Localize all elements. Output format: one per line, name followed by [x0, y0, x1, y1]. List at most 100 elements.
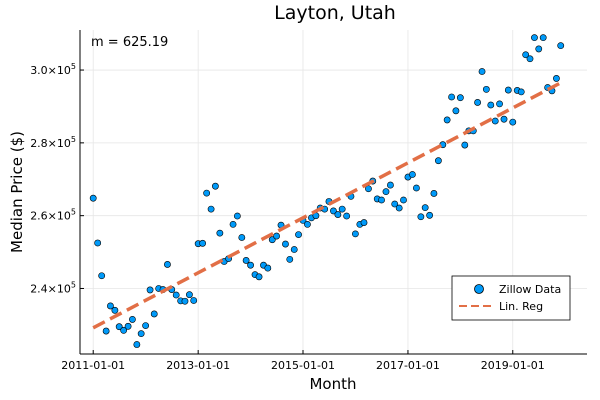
- data-point: [98, 272, 106, 280]
- data-point: [290, 246, 298, 253]
- axes: [79, 30, 587, 355]
- data-point: [478, 68, 486, 75]
- data-point: [482, 85, 490, 93]
- slope-annotation: m = 625.19: [91, 35, 168, 50]
- y-tick-label: 3.0×105: [30, 62, 76, 77]
- data-point: [255, 273, 263, 281]
- data-point: [233, 212, 241, 220]
- data-point: [212, 182, 219, 190]
- data-point: [334, 211, 342, 218]
- ticks: 2011-01-01 2013-01-01 2015-01-01 2017-01-01…: [30, 62, 545, 372]
- data-point: [474, 99, 481, 106]
- data-point: [164, 261, 171, 268]
- legend-marker-scatter: [474, 284, 484, 294]
- data-point: [452, 107, 460, 115]
- data-point: [382, 188, 390, 196]
- data-point: [400, 196, 407, 204]
- data-point: [409, 171, 416, 178]
- x-tick-label: 2019-01-01: [481, 359, 545, 372]
- legend: Zillow Data Lin. Reg: [451, 275, 571, 321]
- x-axis-label: Month: [309, 375, 356, 393]
- data-point: [351, 230, 359, 238]
- data-point: [461, 141, 469, 149]
- data-point: [417, 213, 425, 221]
- data-point: [172, 291, 180, 299]
- data-point: [268, 236, 276, 244]
- x-tick-label: 2015-01-01: [271, 359, 335, 372]
- data-point: [273, 232, 280, 240]
- data-point: [504, 86, 512, 94]
- data-point: [238, 234, 246, 241]
- data-point: [531, 34, 538, 42]
- legend-label: Zillow Data: [499, 283, 561, 296]
- data-point: [203, 189, 211, 197]
- x-tick-label: 2013-01-01: [166, 359, 230, 372]
- data-point: [522, 51, 530, 59]
- data-point: [378, 196, 385, 204]
- data-point: [133, 341, 141, 348]
- y-tick-label: 2.6×105: [30, 208, 76, 223]
- data-point: [343, 212, 351, 220]
- data-point: [186, 291, 193, 299]
- y-tick-label: 2.4×105: [30, 280, 76, 295]
- data-point: [434, 157, 442, 165]
- data-point: [111, 306, 119, 314]
- legend-label: Lin. Reg: [499, 300, 543, 313]
- data-point: [539, 34, 547, 42]
- data-point: [304, 220, 311, 228]
- data-point: [360, 219, 368, 226]
- data-point: [282, 240, 289, 248]
- legend-box: [451, 275, 571, 321]
- data-point: [448, 93, 455, 101]
- data-point: [150, 310, 158, 318]
- data-point: [387, 181, 394, 189]
- data-point: [553, 75, 560, 82]
- data-point: [491, 117, 499, 125]
- data-point: [535, 45, 543, 53]
- data-point: [413, 184, 420, 192]
- regression-line: [92, 81, 562, 330]
- data-point: [146, 286, 154, 294]
- x-tick-label: 2011-01-01: [61, 359, 125, 372]
- data-point: [391, 200, 399, 208]
- data-point: [557, 42, 565, 50]
- data-point: [509, 118, 517, 126]
- data-point: [137, 330, 145, 338]
- data-point: [242, 257, 250, 264]
- data-point: [421, 204, 429, 212]
- data-point: [247, 261, 254, 269]
- chart-title: Layton, Utah: [274, 2, 396, 24]
- x-tick-label: 2017-01-01: [376, 359, 440, 372]
- data-point: [426, 211, 434, 219]
- data-point: [207, 205, 215, 213]
- data-point: [430, 190, 438, 197]
- data-point: [330, 207, 337, 215]
- y-axis-label: Median Price ($): [8, 131, 26, 253]
- data-point: [286, 255, 294, 263]
- data-point: [190, 297, 198, 304]
- data-point: [295, 231, 302, 238]
- data-point: [500, 115, 508, 123]
- data-point: [181, 297, 189, 305]
- data-point: [395, 204, 403, 212]
- data-point: [107, 302, 114, 310]
- data-point: [216, 229, 224, 237]
- data-point: [496, 100, 503, 108]
- data-point: [120, 326, 128, 334]
- data-point: [517, 88, 525, 96]
- data-point: [338, 205, 346, 213]
- series: [89, 34, 565, 348]
- data-point: [526, 55, 534, 63]
- data-point: [115, 323, 123, 331]
- data-point: [94, 239, 102, 247]
- data-point: [264, 264, 272, 272]
- data-point: [229, 220, 237, 228]
- data-point: [456, 94, 464, 102]
- data-point: [129, 316, 136, 323]
- data-point: [142, 322, 150, 330]
- data-point: [124, 322, 132, 330]
- y-tick-label: 2.8×105: [30, 135, 76, 150]
- data-point: [487, 101, 495, 109]
- data-point: [199, 239, 207, 247]
